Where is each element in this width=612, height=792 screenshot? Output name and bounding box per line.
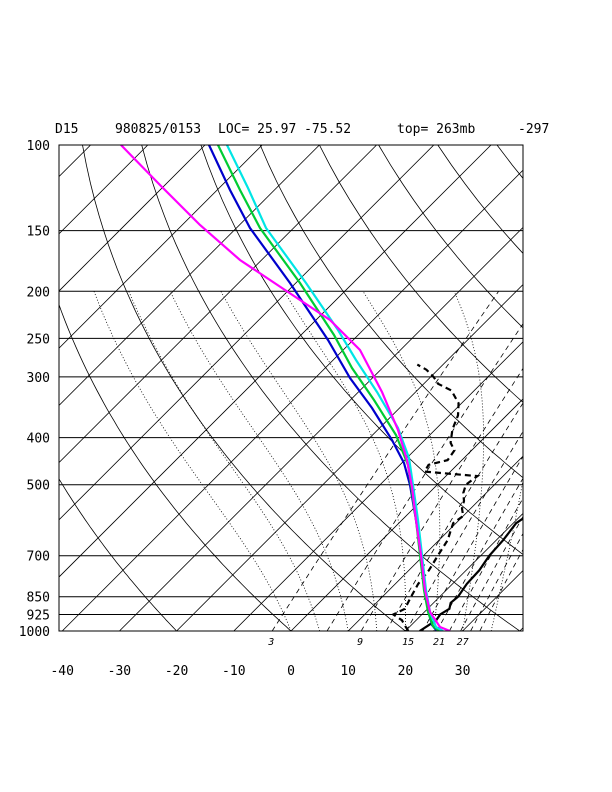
- dry-adiabat: [496, 145, 523, 179]
- sounding-location: LOC= 25.97 -75.52: [218, 122, 351, 137]
- dewpoint-profile: [391, 363, 481, 631]
- isotherm: [59, 145, 206, 292]
- mixing-ratio-labels: 3 9 15 21 27: [267, 637, 468, 648]
- isobars: [59, 144, 523, 632]
- isotherm: [59, 145, 492, 578]
- isotherm: [290, 398, 523, 631]
- temperature-axis: -40 -30 -20 -10 0 10 20 30: [50, 664, 470, 679]
- isotherm: [462, 570, 523, 631]
- mixing-ratio-label: 3: [267, 637, 274, 648]
- pressure-label: 1000: [19, 625, 50, 640]
- pressure-label: 925: [27, 609, 50, 624]
- moist-adiabat: [362, 291, 441, 631]
- mixing-ratio-line: [470, 532, 523, 631]
- temperature-label: -30: [108, 664, 131, 679]
- pressure-label: 150: [27, 225, 50, 240]
- isotherm: [59, 145, 320, 406]
- pressure-label: 850: [27, 591, 50, 606]
- magenta-profile: [120, 145, 451, 631]
- mixing-ratio-label: 15: [402, 637, 414, 648]
- moist-adiabat: [453, 291, 484, 631]
- isotherm: [233, 341, 523, 631]
- blue-profile: [208, 145, 438, 631]
- cyan-profile: [226, 145, 444, 631]
- temperature-label: 20: [398, 664, 414, 679]
- moist-adiabat: [220, 291, 378, 631]
- moist-adiabat: [128, 291, 320, 631]
- moist-adiabat: [93, 291, 292, 631]
- temperature-label: 10: [340, 664, 356, 679]
- sounding-datetime: 980825/0153: [115, 122, 201, 137]
- station-id: D15: [55, 122, 78, 137]
- moist-adiabat: [169, 291, 349, 631]
- dry-adiabat: [378, 145, 523, 329]
- temperature-label: 0: [287, 664, 295, 679]
- mixing-ratio-line: [385, 402, 523, 631]
- mixing-ratio-line: [479, 548, 523, 631]
- plot-frame: [58, 144, 524, 632]
- background-grid: [59, 145, 612, 631]
- mixing-ratio-label: 9: [357, 637, 363, 648]
- pressure-label: 300: [27, 371, 50, 386]
- temperature-label: -20: [165, 664, 188, 679]
- isotherm: [61, 169, 523, 631]
- isotherm: [347, 455, 523, 631]
- pressure-label: 400: [27, 432, 50, 447]
- moist-adiabat: [490, 478, 523, 631]
- dry-adiabat: [556, 145, 612, 631]
- sounding-extra: -297: [518, 122, 549, 137]
- green-profile: [217, 145, 440, 631]
- isotherm: [59, 145, 263, 349]
- isotherm: [59, 145, 149, 235]
- pressure-label: 200: [27, 285, 50, 300]
- mixing-ratio-line: [405, 430, 523, 631]
- isotherm: [519, 627, 523, 631]
- isotherm: [59, 145, 377, 464]
- mixing-ratio-line: [360, 367, 523, 631]
- dry-adiabat: [59, 303, 292, 631]
- temperature-label: -10: [222, 664, 245, 679]
- pressure-label: 250: [27, 332, 50, 347]
- mixing-ratio-line: [449, 497, 523, 631]
- dry-adiabat: [319, 145, 523, 403]
- sounding-top: top= 263mb: [397, 122, 475, 137]
- isotherm: [577, 145, 612, 631]
- moist-adiabat: [283, 291, 406, 631]
- dry-adiabat: [141, 145, 521, 631]
- isotherm: [176, 284, 523, 631]
- pressure-label: 100: [27, 139, 50, 154]
- mixing-ratio-line: [422, 455, 523, 631]
- mixing-ratio-label: 21: [433, 637, 445, 648]
- isotherm: [405, 512, 523, 631]
- temperature-label: 30: [455, 664, 471, 679]
- pressure-label: 700: [27, 550, 50, 565]
- mixing-ratio-line: [271, 291, 499, 631]
- pressure-label: 500: [27, 479, 50, 494]
- temperature-profile: [419, 517, 523, 631]
- mixing-ratio-label: 27: [457, 637, 469, 648]
- mixing-ratio-line: [326, 323, 523, 631]
- isotherm: [119, 226, 523, 631]
- isotherm: [59, 145, 435, 521]
- sounding-profiles: [120, 145, 523, 631]
- temperature-label: -40: [50, 664, 73, 679]
